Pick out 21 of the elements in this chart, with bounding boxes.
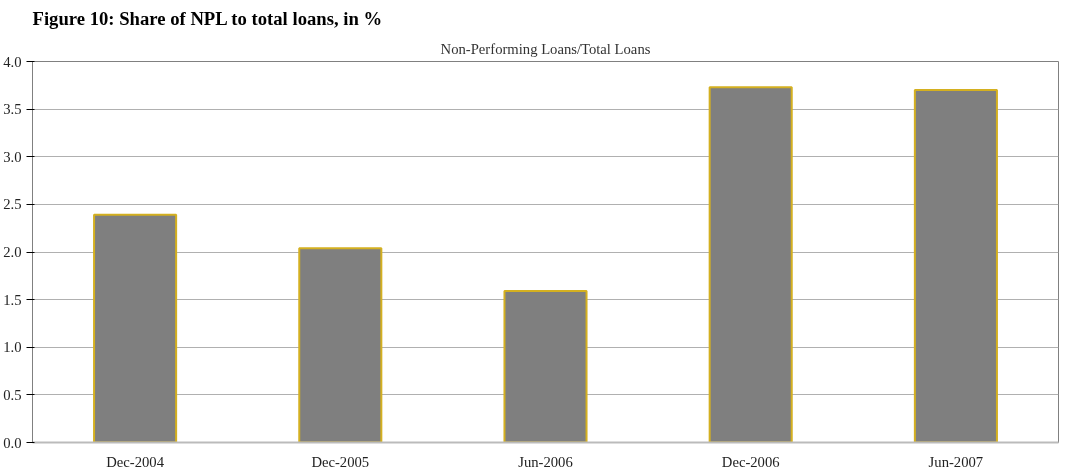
y-tick-label: 1.5 <box>3 291 22 308</box>
chart-title: Figure 10: Share of NPL to total loans, in % <box>32 7 383 29</box>
bar <box>913 89 998 443</box>
bar <box>298 247 383 443</box>
bar <box>708 86 793 443</box>
x-tick-label: Dec-2005 <box>311 453 370 470</box>
x-tick-label: Dec-2004 <box>106 453 165 470</box>
y-tick-label: 2.0 <box>3 244 22 260</box>
bar <box>503 290 588 443</box>
y-tick-label: 2.5 <box>3 196 22 213</box>
x-tick-label: Jun-2006 <box>518 453 573 470</box>
y-tick-label: 0.5 <box>3 386 22 403</box>
bar <box>93 213 178 443</box>
x-tick-label: Dec-2006 <box>721 453 780 470</box>
y-tick-label: 1.0 <box>3 339 22 356</box>
y-tick-label: 0.0 <box>3 434 22 451</box>
x-tick-label: Jun-2007 <box>928 453 984 470</box>
y-tick-label: 3.0 <box>3 148 22 165</box>
y-tick-label: 3.5 <box>3 101 22 118</box>
y-tick-label: 4.0 <box>3 53 22 70</box>
chart-subtitle: Non-Performing Loans/Total Loans <box>440 40 651 57</box>
